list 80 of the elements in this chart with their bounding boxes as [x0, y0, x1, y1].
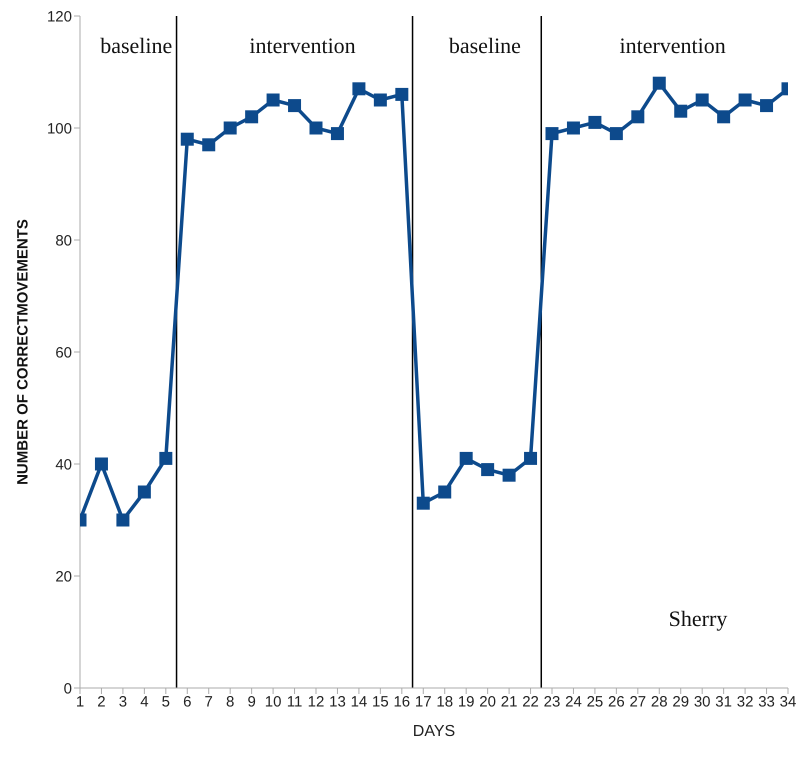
x-tick-label: 21 — [500, 694, 518, 711]
point — [588, 116, 602, 129]
x-tick-label: 20 — [479, 694, 496, 711]
point — [631, 110, 644, 124]
point — [330, 127, 344, 140]
x-tick-label: 12 — [308, 694, 324, 711]
point — [460, 452, 473, 465]
point — [202, 138, 216, 152]
point — [610, 127, 623, 140]
y-tick-label: 80 — [55, 232, 72, 250]
x-tick-label: 10 — [264, 694, 282, 711]
point — [524, 452, 538, 465]
x-tick-label: 24 — [565, 694, 582, 711]
x-tick-label: 18 — [436, 694, 454, 711]
point — [696, 94, 709, 106]
annotation: intervention — [249, 33, 356, 58]
annotation: Sherry — [668, 606, 728, 631]
point — [288, 99, 302, 112]
x-tick-label: 34 — [780, 694, 796, 711]
point — [481, 463, 494, 476]
x-tick-label: 2 — [97, 694, 106, 711]
x-tick-label: 31 — [715, 694, 732, 711]
point — [352, 82, 366, 96]
y-tick-label: 20 — [55, 568, 72, 586]
x-axis-title: DAYS — [412, 723, 456, 740]
point — [266, 94, 280, 106]
point — [159, 452, 172, 465]
point — [502, 468, 516, 482]
annotation: baseline — [100, 33, 172, 58]
y-tick-label: 40 — [55, 456, 72, 474]
x-tick-label: 25 — [586, 694, 604, 711]
x-tick-label: 28 — [650, 694, 668, 711]
x-tick-label: 7 — [204, 694, 213, 711]
point — [760, 99, 774, 112]
point — [416, 496, 430, 510]
x-tick-label: 27 — [629, 694, 646, 711]
x-tick-label: 32 — [736, 694, 754, 711]
x-tick-label: 17 — [414, 694, 432, 711]
x-tick-label: 11 — [286, 694, 302, 711]
point — [395, 88, 408, 101]
y-tick-label: 120 — [46, 8, 72, 26]
point — [717, 110, 730, 124]
x-tick-label: 8 — [226, 694, 234, 711]
point — [245, 110, 258, 124]
point — [738, 94, 752, 106]
point — [180, 132, 194, 146]
point — [674, 104, 688, 118]
point — [94, 458, 108, 470]
x-tick-label: 1 — [76, 694, 84, 711]
x-tick-label: 14 — [350, 694, 368, 711]
x-tick-label: 22 — [522, 694, 539, 711]
y-tick-label: 100 — [46, 120, 72, 138]
x-tick-label: 19 — [458, 694, 475, 711]
x-tick-label: 30 — [694, 694, 711, 711]
annotation: intervention — [619, 33, 726, 58]
x-tick-label: 5 — [162, 694, 170, 711]
y-tick-label: 60 — [55, 344, 72, 362]
x-tick-label: 3 — [118, 694, 128, 711]
x-tick-label: 16 — [393, 694, 410, 711]
point — [374, 94, 387, 106]
point — [566, 122, 580, 134]
point — [310, 122, 322, 134]
x-tick-label: 4 — [140, 694, 149, 711]
x-tick-label: 13 — [329, 694, 346, 711]
point — [138, 486, 151, 498]
x-tick-label: 15 — [372, 694, 389, 711]
point — [438, 486, 452, 498]
point — [116, 514, 130, 526]
x-tick-label: 33 — [758, 694, 775, 711]
x-tick-label: 23 — [544, 694, 560, 711]
x-tick-label: 29 — [672, 694, 690, 711]
point — [652, 76, 666, 90]
y-tick-label: 0 — [64, 680, 72, 698]
point — [224, 122, 237, 134]
y-axis-title: NUMBER OF CORRECTMOVEMENTS — [14, 219, 32, 485]
point — [546, 127, 558, 140]
annotation: baseline — [448, 33, 521, 58]
x-tick-label: 9 — [247, 694, 256, 711]
x-tick-label: 26 — [608, 694, 625, 711]
x-tick-label: 6 — [183, 694, 192, 711]
